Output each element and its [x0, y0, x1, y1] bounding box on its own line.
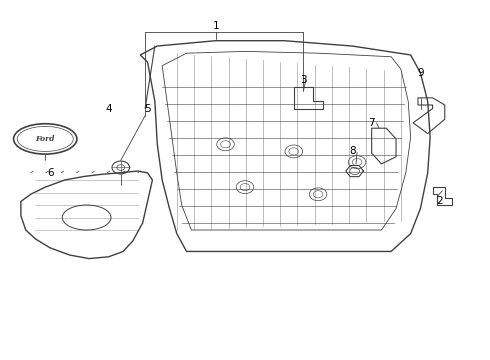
Text: 2: 2 — [437, 197, 443, 206]
Text: 7: 7 — [368, 118, 375, 128]
Text: 6: 6 — [47, 168, 53, 178]
Text: 9: 9 — [417, 68, 424, 78]
Text: 1: 1 — [213, 21, 219, 31]
Text: 3: 3 — [300, 75, 307, 85]
Text: Ford: Ford — [35, 135, 55, 143]
Text: 8: 8 — [349, 147, 356, 157]
Text: 4: 4 — [105, 104, 112, 113]
Text: 5: 5 — [144, 104, 151, 113]
